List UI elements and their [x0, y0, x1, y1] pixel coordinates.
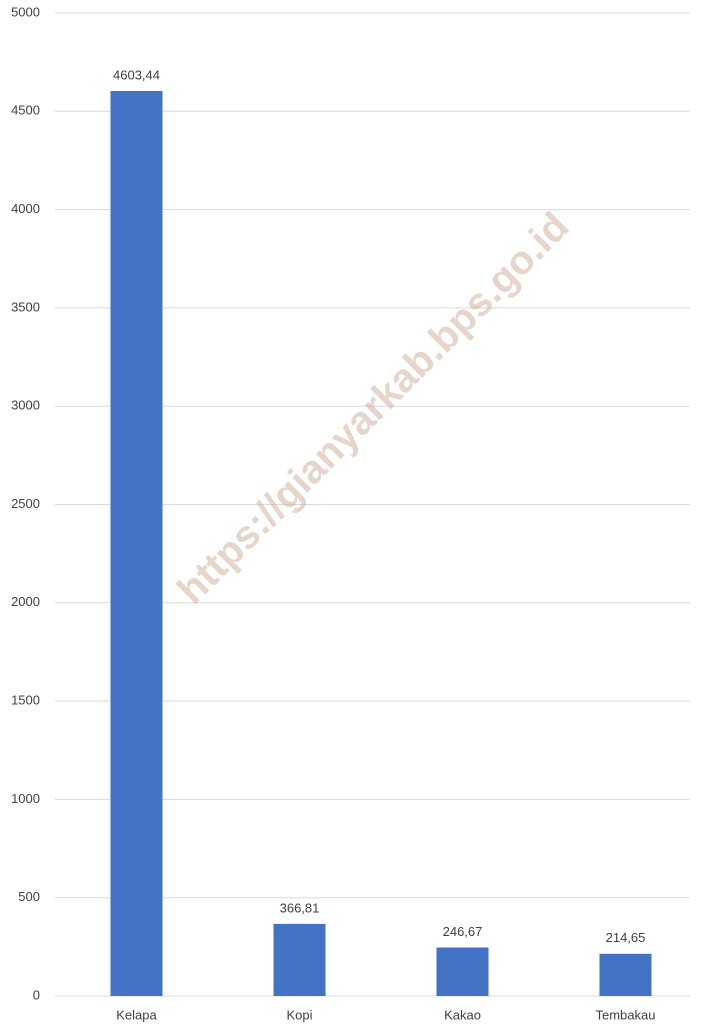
x-tick-label: Kelapa	[116, 1007, 157, 1022]
y-tick-label: 2500	[11, 496, 40, 511]
value-label: 366,81	[280, 900, 320, 915]
y-tick-label: 500	[18, 889, 40, 904]
y-tick-label: 4000	[11, 201, 40, 216]
y-tick-label: 3500	[11, 299, 40, 314]
y-tick-label: 1500	[11, 693, 40, 708]
watermark: https://gianyarkab.bps.go.id	[169, 204, 577, 612]
value-label: 4603,44	[113, 67, 160, 82]
y-tick-label: 2000	[11, 594, 40, 609]
x-tick-label: Tembakau	[596, 1007, 656, 1022]
value-label: 214,65	[606, 930, 646, 945]
y-tick-label: 3000	[11, 398, 40, 413]
x-tick-label: Kakao	[444, 1007, 481, 1022]
y-tick-label: 4500	[11, 103, 40, 118]
x-tick-label: Kopi	[286, 1007, 312, 1022]
y-tick-label: 5000	[11, 4, 40, 19]
value-label: 246,67	[443, 924, 483, 939]
bar	[273, 923, 326, 996]
y-tick-label: 1000	[11, 791, 40, 806]
bar	[436, 947, 489, 996]
bar	[110, 90, 163, 997]
y-tick-label: 0	[33, 987, 40, 1002]
bar	[599, 953, 652, 996]
